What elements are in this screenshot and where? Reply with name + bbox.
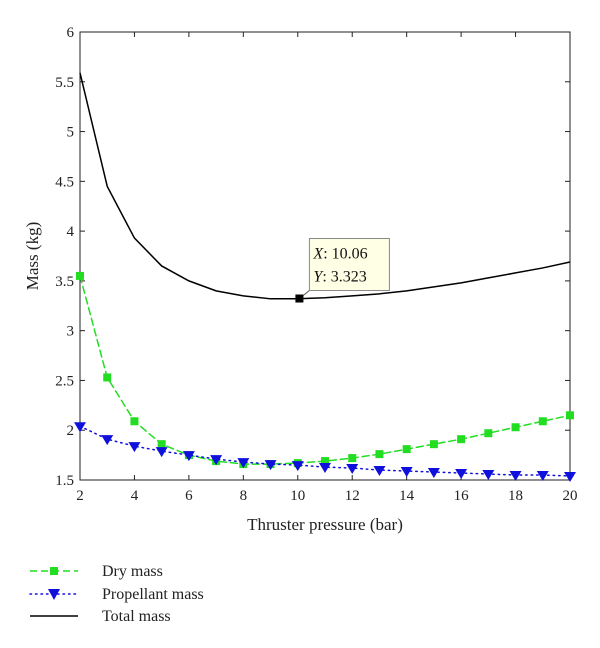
x-tick-label: 16 [454, 488, 470, 504]
legend-triangle-marker [48, 589, 60, 600]
y-tick-label: 4.5 [55, 174, 74, 190]
x-tick-label: 18 [508, 488, 523, 504]
data-point-propellant-mass [182, 451, 195, 462]
x-axis-ticks: 2 4 6 8 10 12 14 16 18 20 [76, 32, 578, 504]
legend-square-marker [50, 567, 58, 575]
y-axis-title: Mass (kg) [23, 222, 42, 290]
y-tick-label: 3 [67, 324, 75, 340]
x-tick-label: 12 [345, 488, 360, 504]
legend-label-total-mass: Total mass [102, 608, 171, 625]
data-point-propellant-mass [74, 422, 86, 433]
series-line-total-mass [79, 72, 571, 300]
datatip-box [308, 238, 390, 292]
series-layer [74, 72, 576, 483]
data-point-dry-mass [484, 429, 493, 438]
data-point-propellant-mass [373, 466, 386, 477]
data-point-propellant-mass [400, 467, 413, 478]
data-point-propellant-mass [264, 460, 277, 471]
x-tick-label: 20 [563, 488, 578, 504]
data-point-propellant-mass [291, 461, 304, 472]
y-tick-label: 5.5 [55, 75, 74, 91]
data-point-propellant-mass [455, 469, 468, 480]
data-point-propellant-mass [319, 463, 331, 474]
data-point-dry-mass [566, 411, 574, 420]
data-point-propellant-mass [237, 458, 250, 469]
data-point-propellant-mass [210, 455, 223, 466]
data-point-dry-mass [375, 450, 384, 459]
y-tick-label: 1.5 [55, 473, 74, 489]
y-tick-label: 4 [67, 224, 75, 240]
data-point-dry-mass [402, 445, 411, 454]
y-tick-label: 2 [67, 423, 75, 439]
x-tick-label: 2 [76, 488, 84, 504]
x-tick-label: 8 [240, 488, 248, 504]
y-axis-ticks: 1.5 2 2.5 3 3.5 4 4.5 5 5.5 6 [55, 25, 570, 489]
data-point-propellant-mass [564, 472, 576, 483]
datatip-x-value: X: 10.06 [312, 246, 367, 263]
data-point-dry-mass [429, 440, 438, 449]
datatip-y-value: Y: 3.323 [313, 269, 366, 286]
data-point-propellant-mass [346, 464, 359, 475]
y-tick-label: 6 [67, 25, 75, 41]
legend-item-propellant-mass: Propellant mass [29, 586, 204, 603]
legend-label-dry-mass: Dry mass [102, 563, 163, 580]
data-point-dry-mass [321, 457, 329, 466]
x-tick-label: 6 [185, 488, 193, 504]
data-point-dry-mass [457, 435, 466, 444]
data-point-propellant-mass [482, 470, 495, 481]
legend-label-propellant-mass: Propellant mass [102, 586, 204, 603]
data-point-propellant-mass [427, 468, 440, 479]
datatip[interactable]: X: 10.06 Y: 3.323 [295, 238, 390, 303]
legend-item-total-mass: Total mass [30, 608, 171, 625]
data-point-propellant-mass [536, 471, 549, 482]
data-point-dry-mass [157, 440, 166, 449]
data-point-propellant-mass [128, 442, 141, 453]
x-tick-label: 10 [290, 488, 305, 504]
y-tick-label: 5 [67, 125, 75, 141]
data-point-propellant-mass [155, 447, 168, 458]
data-point-dry-mass [130, 417, 139, 426]
y-tick-label: 3.5 [55, 274, 74, 290]
data-point-dry-mass [103, 373, 112, 382]
legend: Dry mass Propellant mass Total mass [29, 563, 204, 625]
data-point-propellant-mass [101, 435, 114, 446]
datatip-marker [295, 294, 304, 303]
legend-item-dry-mass: Dry mass [30, 563, 163, 580]
data-point-propellant-mass [509, 471, 522, 482]
data-point-dry-mass [538, 417, 547, 426]
data-point-dry-mass [76, 271, 84, 280]
x-axis-title: Thruster pressure (bar) [247, 515, 403, 534]
data-point-dry-mass [511, 423, 520, 432]
x-tick-label: 14 [399, 488, 415, 504]
data-point-dry-mass [348, 454, 357, 463]
y-tick-label: 2.5 [55, 373, 74, 389]
x-tick-label: 4 [131, 488, 139, 504]
